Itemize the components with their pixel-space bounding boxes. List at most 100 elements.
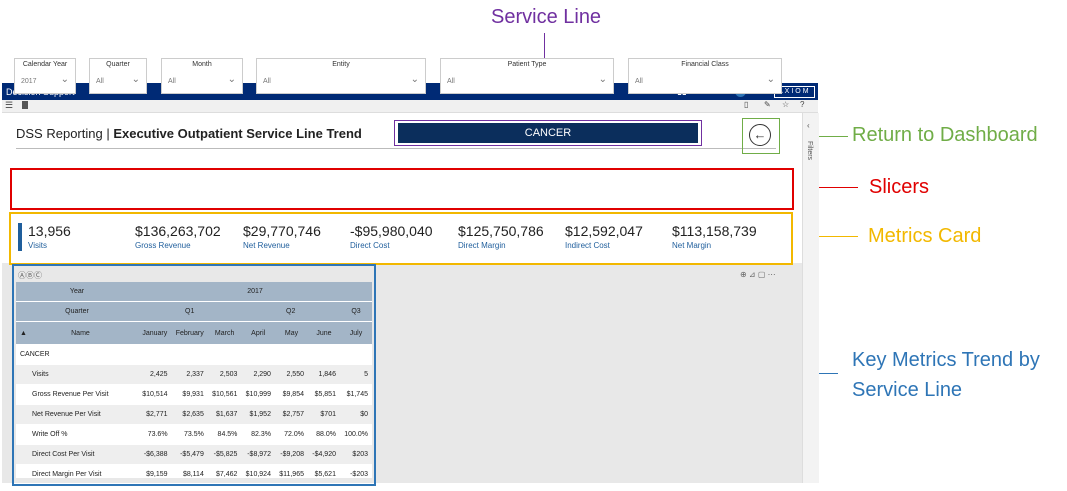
metric-label: Direct Cost <box>350 241 390 250</box>
cell: -$5,825 <box>207 444 242 465</box>
chevron-down-icon: ⌄ <box>598 74 607 85</box>
matrix-year-label: Year <box>16 282 138 302</box>
cell: 2,503 <box>207 364 242 385</box>
table-row[interactable]: Write Off % 73.6% 73.5% 84.5% 82.3% 72.0… <box>16 424 372 445</box>
menu-icon[interactable]: ☰ <box>5 100 14 110</box>
row-name: Net Revenue Per Visit <box>16 404 138 425</box>
annotation-service-line: Service Line <box>491 6 602 28</box>
cell: 1,846 <box>308 364 340 385</box>
metric-label: Net Margin <box>672 241 712 250</box>
chevron-down-icon: ⌄ <box>766 74 775 85</box>
cell: $9,854 <box>274 384 308 405</box>
cell: $2,771 <box>138 404 172 425</box>
table-row[interactable]: Gross Revenue Per Visit $10,514 $9,931 $… <box>16 384 372 405</box>
table-row[interactable]: Direct Margin Per Visit $9,159 $8,114 $7… <box>16 464 372 478</box>
row-name: Direct Margin Per Visit <box>16 464 138 478</box>
slicer-patient-type[interactable]: Patient Type All ⌄ <box>440 58 614 94</box>
cell: 72.0% <box>274 424 308 445</box>
matrix-name-label: ▲ Name <box>16 321 138 345</box>
annotation-trend-line1: Key Metrics Trend by <box>852 349 1040 371</box>
metrics-accent-bar <box>18 223 22 251</box>
annotation-trend-line2: Service Line <box>852 379 963 401</box>
cell: $1,952 <box>241 404 275 425</box>
cell: 82.3% <box>241 424 275 445</box>
file-icon[interactable] <box>22 101 28 109</box>
matrix-table-wrap: Year 2017 Quarter Q1 Q2 Q3 ▲ Name January… <box>16 282 372 478</box>
cell: -$6,388 <box>138 444 172 465</box>
matrix-section-row[interactable]: CANCER <box>16 344 372 365</box>
service-line-button[interactable]: CANCER <box>398 123 698 143</box>
cell: $8,114 <box>171 464 208 478</box>
slicer-calendar-year[interactable]: Calendar Year 2017 ⌄ <box>14 58 76 94</box>
back-arrow-icon[interactable]: ← <box>749 124 771 146</box>
matrix-month: June <box>308 321 340 345</box>
slicer-financial-class[interactable]: Financial Class All ⌄ <box>628 58 782 94</box>
cell: $1,745 <box>339 384 372 405</box>
edit-icon[interactable]: ✎ <box>764 100 771 109</box>
annotation-trend: Key Metrics Trend by Service Line <box>852 345 1040 405</box>
cell: 88.0% <box>308 424 340 445</box>
page-title: DSS Reporting | Executive Outpatient Ser… <box>16 126 362 141</box>
cell: $11,965 <box>274 464 308 478</box>
table-row[interactable]: Visits 2,425 2,337 2,503 2,290 2,550 1,8… <box>16 364 372 385</box>
matrix-header-month: ▲ Name January February March April May J… <box>16 321 372 345</box>
metric-label: Gross Revenue <box>135 241 191 250</box>
metric-value: $12,592,047 <box>565 223 643 239</box>
slicer-label: Entity <box>332 61 350 68</box>
matrix-month: February <box>171 321 208 345</box>
slicer-value: All <box>447 78 455 85</box>
metric-label: Visits <box>28 241 47 250</box>
bookmark-icon[interactable]: ▯ <box>744 100 749 109</box>
page-title-bold: Executive Outpatient Service Line Trend <box>113 126 362 141</box>
slicer-value: All <box>635 78 643 85</box>
cell: $10,924 <box>241 464 275 478</box>
matrix-month: July <box>339 321 372 345</box>
metric-direct-cost: -$95,980,040 Direct Cost <box>350 223 433 250</box>
slicer-entity[interactable]: Entity All ⌄ <box>256 58 426 94</box>
star-icon[interactable]: ☆ <box>782 100 790 109</box>
cell: $203 <box>339 444 372 465</box>
metrics-highlight-box <box>9 212 793 265</box>
help-icon[interactable]: ? <box>800 100 805 109</box>
matrix-table: Year 2017 Quarter Q1 Q2 Q3 ▲ Name January… <box>16 282 372 478</box>
matrix-name-text: Name <box>71 329 90 337</box>
collapse-chevron-icon[interactable]: ‹ <box>807 121 810 130</box>
metric-label: Net Revenue <box>243 241 290 250</box>
slicer-quarter[interactable]: Quarter All ⌄ <box>89 58 147 94</box>
slicer-label: Financial Class <box>681 61 729 68</box>
cell: -$203 <box>339 464 372 478</box>
page-title-prefix: DSS Reporting | <box>16 126 114 141</box>
table-row[interactable]: Net Revenue Per Visit $2,771 $2,635 $1,6… <box>16 404 372 425</box>
chevron-down-icon: ⌄ <box>227 74 236 85</box>
chevron-down-icon: ⌄ <box>131 74 140 85</box>
drill-up-icon[interactable]: ⒶⒷⒸ <box>18 271 42 280</box>
metric-label: Indirect Cost <box>565 241 610 250</box>
row-name: Visits <box>16 364 138 385</box>
slicers-highlight-box <box>10 168 794 210</box>
matrix-header-quarter: Quarter Q1 Q2 Q3 <box>16 301 372 322</box>
slicer-value: 2017 <box>21 78 37 85</box>
visual-options-icon[interactable]: ⊕ ⊿ ▢ ⋯ <box>740 270 776 279</box>
slicer-month[interactable]: Month All ⌄ <box>161 58 243 94</box>
annotation-slicers-connector <box>794 187 858 188</box>
metric-gross-revenue: $136,263,702 Gross Revenue <box>135 223 221 250</box>
cell: 2,425 <box>138 364 172 385</box>
metric-indirect-cost: $12,592,047 Indirect Cost <box>565 223 643 250</box>
annotation-metrics-connector <box>792 236 858 237</box>
cell: $7,462 <box>207 464 242 478</box>
annotation-slicers: Slicers <box>869 176 930 198</box>
cell: $701 <box>308 404 340 425</box>
sort-asc-icon[interactable]: ▲ <box>20 329 27 337</box>
chevron-down-icon: ⌄ <box>410 74 419 85</box>
cell: 5 <box>339 364 372 385</box>
table-row[interactable]: Direct Cost Per Visit -$6,388 -$5,479 -$… <box>16 444 372 465</box>
metric-value: $136,263,702 <box>135 223 221 239</box>
filters-label: Filters <box>806 141 813 161</box>
slicer-label: Patient Type <box>507 61 547 68</box>
service-line-highlight-box <box>394 120 702 146</box>
metric-value: $113,158,739 <box>672 223 757 239</box>
cell: $10,514 <box>138 384 172 405</box>
filters-pane[interactable]: ‹ Filters <box>802 113 819 483</box>
cell: $2,757 <box>274 404 308 425</box>
cell: $10,561 <box>207 384 242 405</box>
